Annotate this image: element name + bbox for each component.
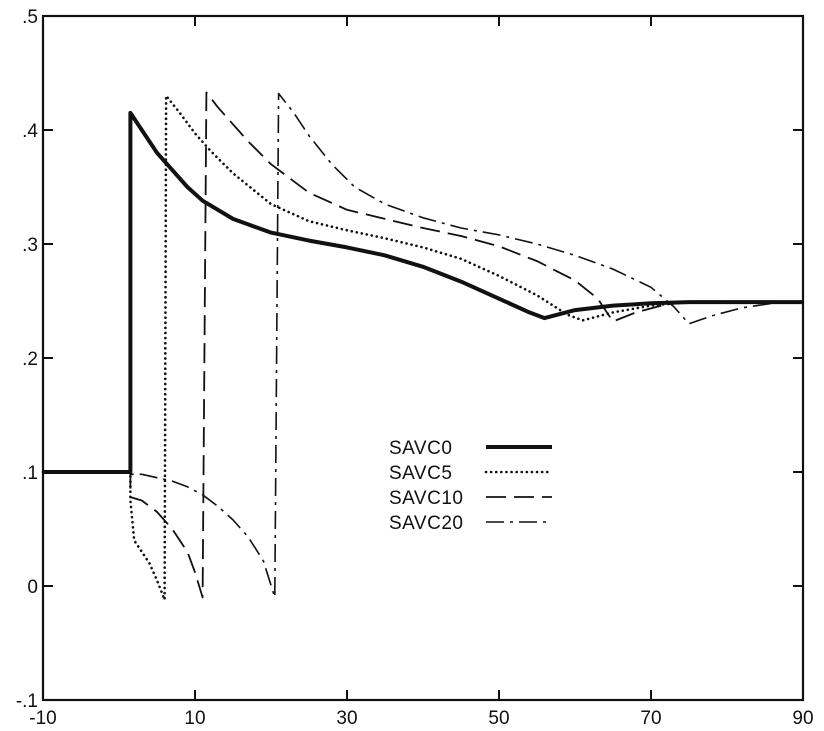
legend-label: SAVC0	[389, 438, 452, 459]
legend-label: SAVC10	[389, 488, 463, 509]
y-tick-label: .1	[22, 463, 38, 484]
y-tick-label: .3	[22, 235, 38, 256]
legend-label: SAVC20	[389, 513, 463, 534]
y-tick-label: -.1	[16, 691, 38, 712]
y-tick-label: .5	[22, 7, 38, 28]
x-tick-label: 10	[184, 708, 205, 729]
legend-label: SAVC5	[389, 463, 452, 484]
x-tick-label: 30	[336, 708, 357, 729]
x-tick-label: 50	[488, 708, 509, 729]
y-tick-label: 0	[27, 577, 38, 598]
plot-frame	[43, 16, 803, 700]
y-tick-label: .2	[22, 349, 38, 370]
ticks	[43, 16, 803, 700]
x-tick-label: 90	[792, 708, 813, 729]
series-line-savc0	[43, 113, 803, 472]
y-tick-label: .4	[22, 121, 38, 142]
legend: SAVC0 SAVC5 SAVC10 SAVC20	[389, 438, 552, 534]
x-tick-label: 70	[640, 708, 661, 729]
tick-labels: -10 10 30 50 70 90-.10.1.2.3.4.5	[16, 7, 814, 729]
